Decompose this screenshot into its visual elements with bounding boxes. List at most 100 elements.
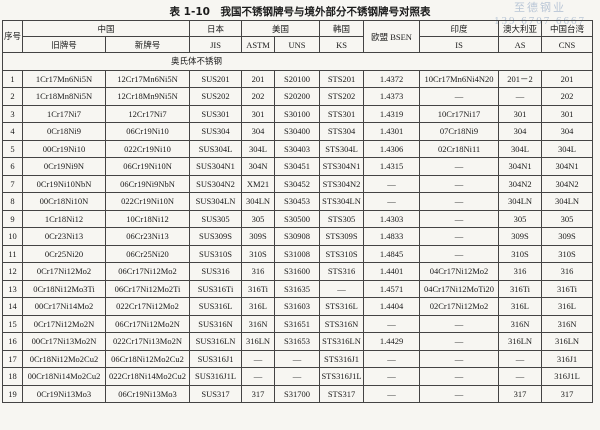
cell: 305 [498,209,543,228]
cell: 309S [498,227,543,246]
cell: SUS304 [189,122,243,141]
cell: 04Cr17Ni12Mo2 [419,262,500,281]
row-number: 18 [2,367,23,386]
cell: 1.4303 [363,209,421,228]
cell: 1.4319 [363,104,421,123]
row-number: 4 [2,122,23,141]
header-cell: IS [419,36,500,53]
cell: SUS301 [189,104,243,123]
cell: — [363,174,421,193]
cell: 0Cr25Ni20 [22,244,106,263]
cell: — [419,244,500,263]
cell: SUS316 [189,262,243,281]
cell: 02Cr18Ni11 [419,139,500,158]
cell: 00Cr19Ni10 [22,139,106,158]
cell: 305 [541,209,594,228]
cell: 02Cr17Ni12Mo2 [419,297,500,316]
header-cell: 美国 [241,20,321,37]
cell: 317 [498,384,543,403]
cell: — [363,314,421,333]
cell: SUS202 [189,87,243,106]
cell: 06Cr19Ni10N [104,157,191,176]
cell: — [419,349,500,368]
cell: 304N2 [498,174,543,193]
cell: 1.4833 [363,227,421,246]
cell: 304 [241,122,276,141]
row-number: 15 [2,314,23,333]
header-cell: JIS [189,36,243,53]
header-cell: 澳大利亚 [498,20,543,37]
cell: 309S [241,227,276,246]
cell: STS304 [319,122,365,141]
cell: — [419,227,500,246]
cell: — [363,384,421,403]
cell: 304L [498,139,543,158]
data-row: 2 1Cr18Mn8Ni5N 12Cr18Mn9Ni5N SUS202 202 S2020… [2,87,594,106]
row-number: 19 [2,384,23,403]
cell: 304LN [498,192,543,211]
cell: 304N2 [541,174,594,193]
cell: 310S [241,244,276,263]
cell: S30451 [274,157,321,176]
cell: 06Cr19Ni9NbN [104,174,191,193]
cell: S30453 [274,192,321,211]
cell: 0Cr18Ni9 [22,122,106,141]
cell: 316LN [241,332,276,351]
cell: 201－2 [498,69,543,88]
cell: 316Ti [541,279,594,298]
cell: — [363,192,421,211]
data-row: 3 1Cr17Ni7 12Cr17Ni7 SUS301 301 S30100 STS301 1… [2,104,594,123]
cell: 1.4315 [363,157,421,176]
data-row: 8 00Cr18Ni10N 022Cr19Ni10N SUS304LN 304LN S30… [2,192,594,211]
cell: S30100 [274,104,321,123]
data-row: 12 0Cr17Ni12Mo2 06Cr17Ni12Mo2 SUS316 316 S316… [2,262,594,281]
cell: — [419,192,500,211]
cell: — [363,367,421,386]
cell: S20100 [274,69,321,88]
cell: 301 [498,104,543,123]
data-row: 1 1Cr17Mn6Ni5N 12Cr17Mn6Ni5N SUS201 201 S2010… [2,69,594,88]
cell: STS304L [319,139,365,158]
data-row: 15 0Cr17Ni12Mo2N 06Cr17Ni12Mo2N SUS316N 316N… [2,314,594,333]
cell: 12Cr17Ni7 [104,104,191,123]
cell: SUS310S [189,244,243,263]
header-cell: ASTM [241,36,276,53]
cell: 310S [498,244,543,263]
data-row: 10 0Cr23Ni13 06Cr23Ni13 SUS309S 309S S30908 ST… [2,227,594,246]
cell: 316N [241,314,276,333]
cell: SUS317 [189,384,243,403]
cell: 022Cr19Ni10N [104,192,191,211]
cell: SUS316J1 [189,349,243,368]
cell: 316L [241,297,276,316]
header-cell: 印度 [419,20,500,37]
cell: 07Cr18Ni9 [419,122,500,141]
cell: 00Cr17Ni13Mo2N [22,332,106,351]
row-number: 17 [2,349,23,368]
cell: 1Cr17Mn6Ni5N [22,69,106,88]
cell: 06Cr23Ni13 [104,227,191,246]
cell: STS316N [319,314,365,333]
cell: 301 [241,104,276,123]
cell: S31600 [274,262,321,281]
cell: — [274,349,321,368]
cell: — [419,157,500,176]
data-row: 19 0Cr19Ni13Mo3 06Cr19Ni13Mo3 SUS317 317 S317… [2,384,594,403]
cell: 06Cr17Ni12Mo2 [104,262,191,281]
cell: 201 [541,69,594,88]
row-number: 6 [2,157,23,176]
cell: 1.4401 [363,262,421,281]
cell: 304N1 [498,157,543,176]
cell: 022Cr19Ni10 [104,139,191,158]
cell: STS310S [319,244,365,263]
cell: SUS304N1 [189,157,243,176]
cell: 316Ti [241,279,276,298]
cell: 06Cr18Ni12Mo2Cu2 [104,349,191,368]
header-cell: CNS [541,36,594,53]
cell: — [419,87,500,106]
cell: STS201 [319,69,365,88]
row-number: 3 [2,104,23,123]
cell: 304N1 [541,157,594,176]
cell: 12Cr18Mn9Ni5N [104,87,191,106]
data-row: 16 00Cr17Ni13Mo2N 022Cr17Ni13Mo2N SUS316LN 3… [2,332,594,351]
cell: 304L [541,139,594,158]
